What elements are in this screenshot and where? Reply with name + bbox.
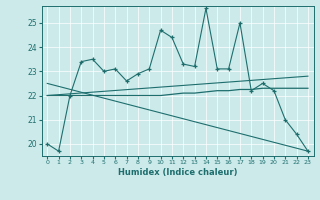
X-axis label: Humidex (Indice chaleur): Humidex (Indice chaleur) <box>118 168 237 177</box>
